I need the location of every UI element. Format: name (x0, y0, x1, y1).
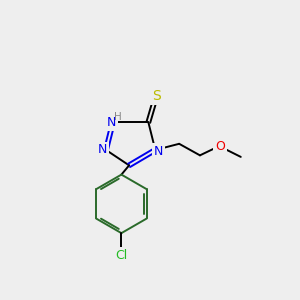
Text: S: S (152, 89, 161, 103)
Text: N: N (154, 145, 163, 158)
Text: N: N (98, 143, 107, 157)
Text: H: H (114, 112, 122, 122)
Text: O: O (215, 140, 225, 153)
Text: Cl: Cl (115, 249, 128, 262)
Text: N: N (107, 116, 116, 129)
